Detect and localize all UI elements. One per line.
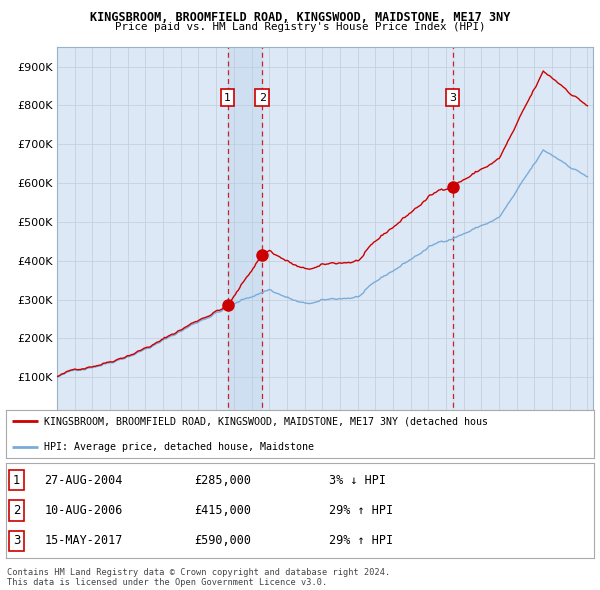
Text: This data is licensed under the Open Government Licence v3.0.: This data is licensed under the Open Gov… — [7, 578, 328, 587]
Text: 10-AUG-2006: 10-AUG-2006 — [44, 504, 122, 517]
Text: KINGSBROOM, BROOMFIELD ROAD, KINGSWOOD, MAIDSTONE, ME17 3NY (detached hous: KINGSBROOM, BROOMFIELD ROAD, KINGSWOOD, … — [44, 416, 488, 426]
Text: 2: 2 — [259, 93, 266, 103]
Text: £285,000: £285,000 — [194, 474, 251, 487]
Text: 3% ↓ HPI: 3% ↓ HPI — [329, 474, 386, 487]
Text: 1: 1 — [224, 93, 231, 103]
Bar — [452, 47, 454, 416]
Text: 15-MAY-2017: 15-MAY-2017 — [44, 535, 122, 548]
Text: 2: 2 — [13, 504, 20, 517]
Text: Contains HM Land Registry data © Crown copyright and database right 2024.: Contains HM Land Registry data © Crown c… — [7, 568, 391, 576]
Text: 3: 3 — [449, 93, 456, 103]
Text: 27-AUG-2004: 27-AUG-2004 — [44, 474, 122, 487]
Text: £590,000: £590,000 — [194, 535, 251, 548]
Bar — [227, 47, 262, 416]
Text: 29% ↑ HPI: 29% ↑ HPI — [329, 504, 394, 517]
Text: £415,000: £415,000 — [194, 504, 251, 517]
Text: 29% ↑ HPI: 29% ↑ HPI — [329, 535, 394, 548]
Text: 1: 1 — [13, 474, 20, 487]
Text: HPI: Average price, detached house, Maidstone: HPI: Average price, detached house, Maid… — [44, 442, 314, 452]
Text: Price paid vs. HM Land Registry's House Price Index (HPI): Price paid vs. HM Land Registry's House … — [115, 22, 485, 32]
Text: KINGSBROOM, BROOMFIELD ROAD, KINGSWOOD, MAIDSTONE, ME17 3NY: KINGSBROOM, BROOMFIELD ROAD, KINGSWOOD, … — [90, 11, 510, 24]
Text: 3: 3 — [13, 535, 20, 548]
